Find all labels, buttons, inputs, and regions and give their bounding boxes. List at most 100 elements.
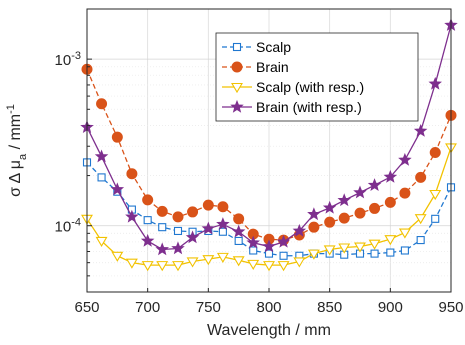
data-point — [415, 171, 427, 183]
series-layer — [80, 18, 458, 272]
data-point — [354, 242, 366, 253]
data-point — [337, 193, 351, 207]
data-point — [216, 217, 230, 231]
data-point — [234, 236, 243, 246]
data-point — [370, 249, 379, 258]
data-point — [429, 147, 441, 159]
data-point — [186, 257, 199, 268]
data-point — [172, 261, 184, 272]
data-point — [277, 261, 290, 272]
data-point — [263, 261, 275, 272]
data-point — [142, 194, 154, 206]
data-point — [216, 252, 229, 263]
data-point — [414, 214, 427, 225]
data-point — [201, 221, 216, 235]
data-point — [354, 207, 366, 219]
data-point — [322, 200, 337, 214]
data-point — [125, 258, 138, 269]
data-point — [307, 249, 320, 260]
data-point — [308, 221, 320, 233]
legend-box — [215, 32, 419, 122]
data-point — [276, 234, 291, 248]
data-point — [279, 251, 288, 260]
data-point — [369, 202, 381, 214]
data-point — [217, 201, 229, 213]
data-point — [111, 251, 124, 262]
data-point — [368, 239, 381, 250]
data-point — [383, 169, 398, 183]
data-point — [110, 182, 125, 196]
data-point — [233, 213, 245, 225]
series-2 — [81, 63, 457, 246]
legend-entry: Scalp — [222, 39, 291, 55]
legend-marker — [231, 61, 243, 73]
y-axis-label-main: σ Δ μ — [7, 160, 24, 197]
data-point — [367, 178, 382, 191]
y-axis-label: σ Δ μa / mm-1 — [5, 104, 29, 197]
legend-label: Brain (with resp.) — [256, 99, 362, 115]
y-tick-label-base: 10 — [55, 219, 72, 236]
y-axis-label-subscript: a — [17, 153, 29, 160]
data-point — [398, 228, 411, 239]
data-point — [97, 173, 106, 182]
legend-marker — [230, 99, 244, 113]
data-point — [413, 123, 428, 137]
data-point — [398, 152, 412, 166]
x-tick-label: 650 — [74, 299, 99, 316]
data-point — [249, 246, 258, 255]
series-3 — [81, 143, 457, 272]
legend-entry: Brain — [222, 59, 289, 75]
legend-entry: Scalp (with resp.) — [222, 79, 364, 95]
data-point — [384, 196, 396, 208]
data-point — [156, 261, 169, 272]
y-axis-label-superscript: -1 — [5, 104, 17, 114]
data-point — [384, 235, 397, 246]
x-tick-label: 950 — [438, 299, 463, 316]
y-axis-label-unit: / mm — [7, 114, 24, 154]
data-point — [185, 230, 200, 244]
y-tick-label: 10-4 — [55, 217, 81, 236]
data-point — [323, 245, 336, 256]
data-point — [416, 236, 425, 245]
data-point — [171, 241, 185, 255]
data-point — [292, 223, 307, 237]
data-point — [307, 207, 321, 221]
legend-marker — [232, 42, 242, 52]
y-tick-label-exponent: -3 — [71, 50, 81, 62]
data-point — [400, 246, 409, 255]
data-point — [172, 211, 184, 223]
legend: Scalp Brain Scalp (with resp.) Brain (with … — [215, 32, 419, 122]
data-point — [94, 149, 109, 163]
data-point — [202, 199, 214, 211]
data-point — [386, 248, 395, 257]
y-tick-label-base: 10 — [55, 52, 72, 69]
data-point — [231, 224, 246, 238]
x-tick-label: 850 — [317, 299, 342, 316]
data-point — [125, 209, 139, 223]
data-point — [293, 257, 306, 268]
data-point — [158, 223, 167, 232]
data-point — [232, 256, 245, 267]
legend-label: Brain — [256, 59, 289, 75]
data-point — [126, 168, 138, 180]
data-point — [247, 259, 260, 270]
data-point — [338, 212, 350, 224]
data-point — [156, 205, 168, 217]
data-point — [96, 98, 108, 110]
series-4 — [80, 18, 458, 256]
data-point — [428, 76, 442, 90]
data-point — [111, 131, 123, 143]
data-point — [187, 206, 199, 218]
data-point — [338, 243, 351, 254]
legend-entry: Brain (with resp.) — [222, 99, 362, 115]
x-axis-label: Wavelength / mm — [207, 322, 331, 339]
data-point — [324, 216, 336, 228]
legend-label: Scalp — [256, 39, 291, 55]
y-tick-label: 10-3 — [55, 50, 81, 69]
data-point — [155, 242, 169, 256]
data-point — [353, 185, 367, 199]
data-point — [141, 261, 154, 272]
legend-marker — [231, 82, 243, 94]
legend-label: Scalp (with resp.) — [256, 79, 364, 95]
